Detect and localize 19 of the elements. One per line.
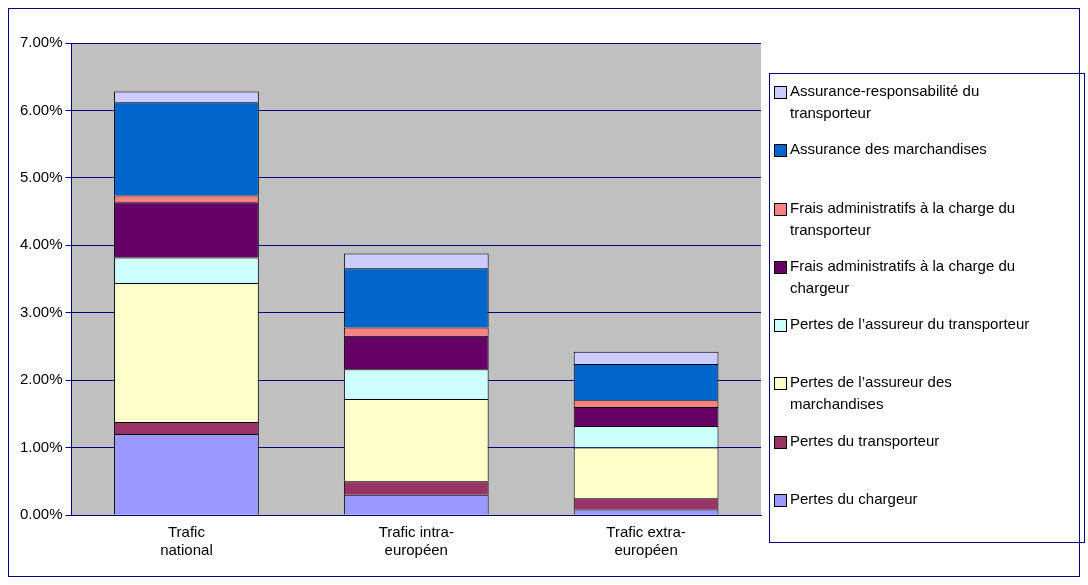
legend-label: Frais administratifs à la charge du chargeur	[790, 255, 1017, 298]
legend-label: Pertes du chargeur	[790, 488, 918, 509]
legend-label: Pertes du transporteur	[790, 430, 940, 451]
y-tick-label: 0.00%	[19, 505, 63, 523]
y-tick-label: 7.00%	[19, 33, 63, 51]
legend-label: Assurance-responsabilité du transporteur	[790, 81, 981, 123]
legend-label: Assurance des marchandises	[790, 139, 987, 160]
y-tick-label: 6.00%	[19, 100, 63, 118]
y-tick-label: 3.00%	[19, 302, 63, 320]
y-tick-label: 1.00%	[19, 437, 63, 455]
legend-label: Pertes de l’assureur des marchandises	[790, 372, 953, 415]
legend-label: Frais administratifs à la charge du transporteur	[790, 197, 1017, 240]
y-tick-label: 2.00%	[19, 370, 63, 388]
x-tick-label: Trafic national	[160, 523, 213, 559]
x-tick-label: Trafic intra-européen	[378, 523, 454, 559]
x-tick-label: Trafic extra-européen	[606, 523, 686, 559]
y-tick-label: 5.00%	[19, 168, 63, 185]
legend-label: Pertes de l’assureur du transporteur	[790, 314, 1030, 335]
y-tick-label: 4.00%	[19, 235, 63, 253]
